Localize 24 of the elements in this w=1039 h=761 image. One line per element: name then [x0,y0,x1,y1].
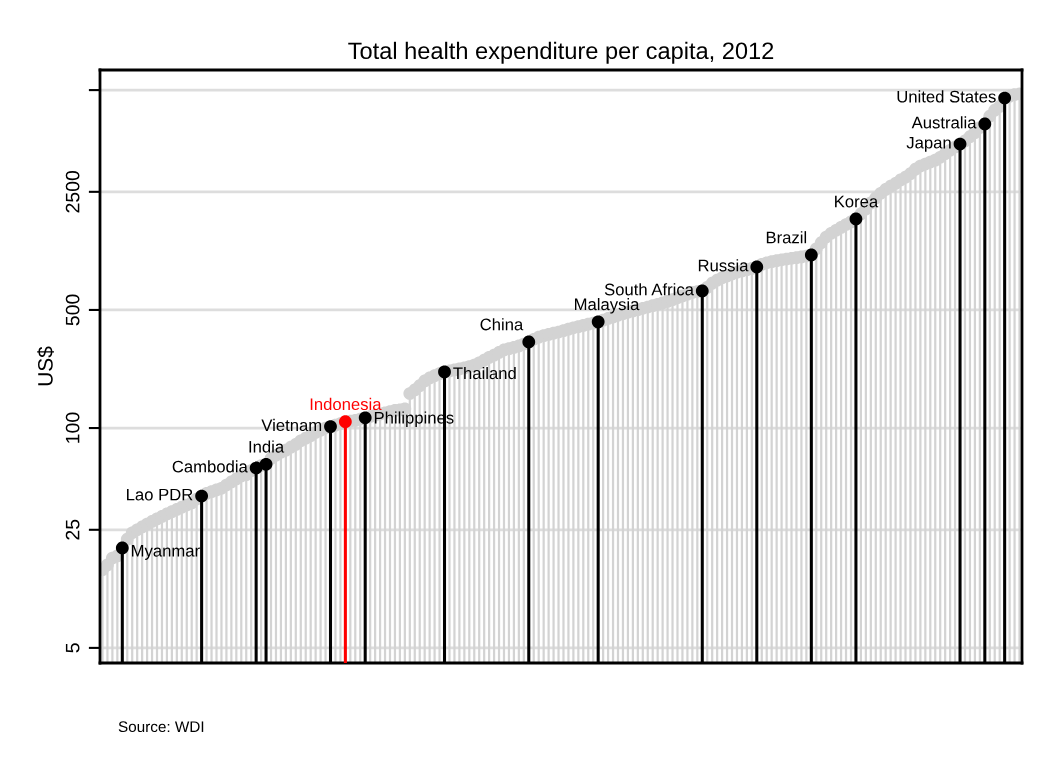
data-label: South Africa [604,283,694,296]
chart-title: Total health expenditure per capita, 2012 [348,41,774,64]
source-note: Source: WDI [118,721,204,733]
y-tick-label: 5 [65,643,80,653]
y-tick-label: 2500 [65,170,80,213]
data-label: Thailand [453,366,516,380]
y-tick-label: 100 [65,412,80,443]
data-label: India [249,440,285,453]
data-label: Japan [906,136,951,152]
data-label: Myanmar [132,545,200,560]
data-label: Indonesia [310,397,382,411]
data-label: Russia [698,259,749,272]
data-label: United States [897,90,996,103]
data-label: Vietnam [261,418,322,432]
data-label: Korea [835,195,879,208]
data-label: Malaysia [575,298,640,314]
y-tick-label: 25 [65,519,80,540]
data-label: Cambodia [172,460,248,473]
data-label: Brazil [766,231,807,244]
data-label: Australia [911,116,977,129]
data-label: Lao PDR [127,488,193,501]
y-axis-title: US$ [37,346,54,386]
data-label: China [480,318,524,331]
y-tick-label: 500 [65,294,80,326]
